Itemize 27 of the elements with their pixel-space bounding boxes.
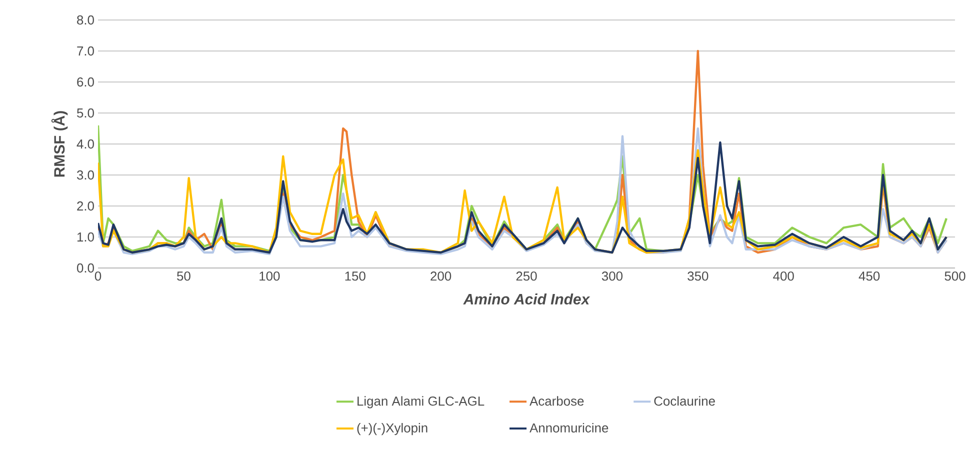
y-tick-label: 5.0 [76, 108, 94, 118]
y-axis-title: RMSF (Å) [51, 111, 68, 177]
x-tick-label: 300 [602, 272, 623, 281]
x-tick-label: 400 [773, 272, 794, 281]
y-tick-label: 1.0 [77, 232, 94, 242]
legend-label: Coclaurine [654, 396, 715, 406]
y-tick-label: 0.0 [76, 263, 94, 273]
x-tick-label: 500 [944, 272, 966, 281]
legend-label: Acarbose [530, 396, 584, 406]
x-tick-label: 0 [94, 272, 102, 281]
y-tick-label: 6.0 [77, 77, 94, 87]
x-tick-label: 250 [516, 272, 537, 281]
x-tick-label: 150 [345, 272, 366, 281]
x-axis-title: Amino Acid Index [463, 294, 590, 304]
legend-label: Annomuricine [530, 422, 608, 433]
x-tick-label: 50 [177, 272, 190, 281]
y-tick-label: 3.0 [76, 170, 94, 180]
legend-label: Ligan Alami GLC-AGL [358, 396, 484, 408]
legend-label: (+)(-)Xylopin [357, 422, 428, 436]
y-tick-label: 8.0 [77, 15, 94, 25]
x-tick-label: 450 [858, 272, 880, 281]
x-tick-label: 200 [430, 272, 452, 281]
x-tick-label: 100 [260, 272, 280, 281]
y-tick-label: 2.0 [77, 201, 94, 211]
y-tick-label: 7.0 [77, 46, 94, 56]
x-tick-label: 350 [688, 272, 708, 281]
y-tick-label: 4.0 [76, 139, 94, 149]
